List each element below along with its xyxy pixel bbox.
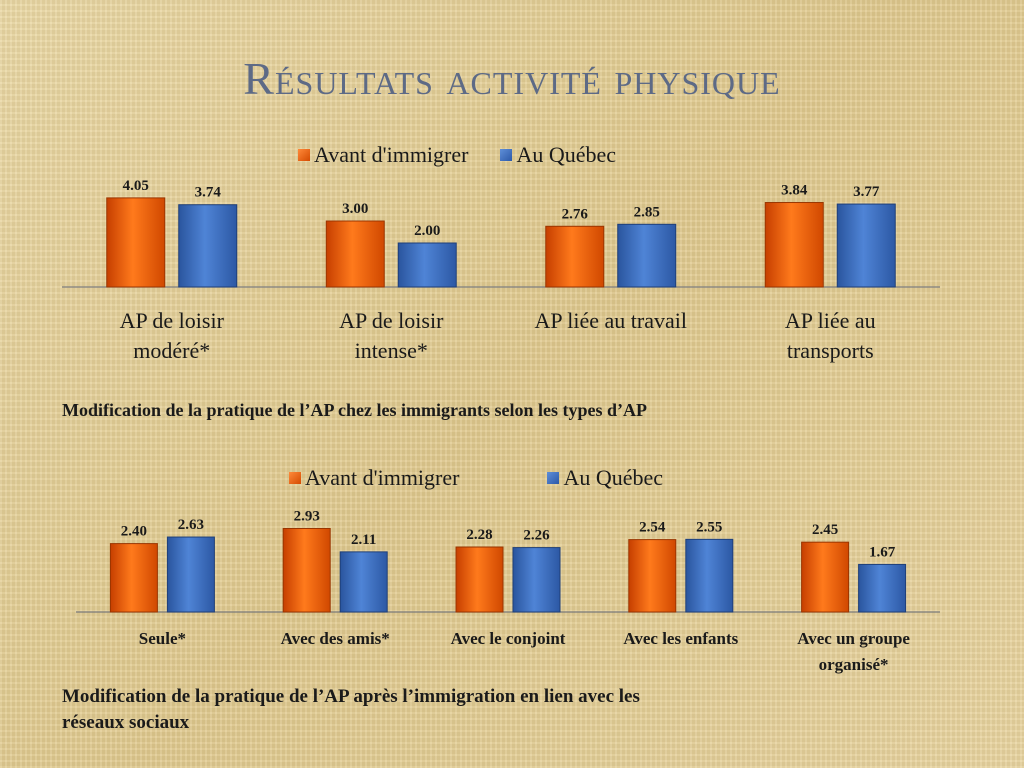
- c2-value-label-avant-0: 2.40: [121, 524, 147, 540]
- c1-value-label-avant-1: 3.00: [342, 201, 368, 217]
- legend2-label-quebec: Au Québec: [563, 465, 664, 490]
- legend-item-avant: Avant d'immigrer: [298, 142, 468, 168]
- legend-item-quebec: Au Québec: [500, 142, 616, 168]
- c1-value-label-quebec-2: 2.85: [634, 204, 660, 220]
- legend-label-avant: Avant d'immigrer: [314, 142, 469, 167]
- c2-bar-avant-3: [628, 539, 677, 613]
- c2-bar-avant-0: [109, 543, 158, 613]
- c1-bar-quebec-2: [617, 223, 677, 288]
- c2-bar-quebec-0: [166, 536, 215, 613]
- c1-category-label-1-0: AP de loisir: [339, 308, 444, 333]
- legend2-swatch-blue: [547, 472, 560, 484]
- c1-category-label-3-0: AP liée au: [785, 308, 876, 333]
- legend-swatch-orange: [298, 149, 310, 161]
- c2-value-label-avant-3: 2.54: [639, 520, 666, 536]
- chart2-caption-line2: réseaux sociaux: [62, 712, 190, 733]
- legend2-label-avant: Avant d'immigrer: [305, 465, 460, 490]
- c1-bar-quebec-0: [178, 204, 238, 288]
- slide-title: Résultats activité physique: [243, 53, 781, 104]
- c2-value-label-quebec-1: 2.11: [351, 532, 376, 548]
- c2-bar-avant-1: [282, 527, 331, 613]
- c1-value-label-quebec-1: 2.00: [414, 223, 440, 239]
- chart2-legend: Avant d'immigrer Au Québec: [289, 465, 663, 491]
- chart2-caption-line1: Modification de la pratique de l’AP aprè…: [62, 686, 640, 707]
- legend2-item-quebec: Au Québec: [547, 465, 663, 491]
- c1-category-label-3-1: transports: [787, 338, 874, 363]
- legend2-item-avant: Avant d'immigrer: [289, 465, 459, 491]
- c2-bar-quebec-4: [858, 563, 907, 613]
- c2-category-label-1-0: Avec des amis*: [281, 629, 390, 648]
- legend-label-quebec: Au Québec: [516, 142, 617, 167]
- c1-bar-quebec-3: [836, 203, 896, 288]
- chart1-caption: Modification de la pratique de l’AP chez…: [62, 400, 647, 420]
- c2-bar-avant-4: [801, 541, 850, 613]
- chart2-caption: Modification de la pratique de l’AP aprè…: [62, 684, 640, 736]
- c2-value-label-avant-1: 2.93: [294, 508, 320, 524]
- c1-value-label-avant-2: 2.76: [562, 206, 589, 222]
- c2-bar-avant-2: [455, 546, 504, 613]
- c2-value-label-quebec-2: 2.26: [523, 528, 550, 544]
- c1-bar-quebec-1: [397, 242, 457, 288]
- c2-category-label-4-0: Avec un groupe: [797, 629, 910, 648]
- c1-bar-avant-3: [764, 202, 824, 288]
- c2-bar-quebec-1: [339, 551, 388, 613]
- c1-value-label-avant-3: 3.84: [781, 183, 808, 199]
- c2-value-label-quebec-3: 2.55: [696, 519, 722, 535]
- c1-category-label-1-1: intense*: [355, 338, 428, 363]
- c2-value-label-quebec-0: 2.63: [178, 517, 204, 533]
- c1-category-label-0-0: AP de loisir: [120, 308, 225, 333]
- c2-bar-quebec-2: [512, 547, 561, 613]
- c1-bar-avant-1: [325, 220, 385, 288]
- c1-value-label-quebec-3: 3.77: [853, 184, 880, 200]
- c2-value-label-quebec-4: 1.67: [869, 544, 896, 560]
- c2-value-label-avant-4: 2.45: [812, 522, 838, 538]
- c1-value-label-avant-0: 4.05: [123, 178, 149, 194]
- c2-bar-quebec-3: [685, 538, 734, 613]
- c1-bar-avant-2: [545, 225, 605, 288]
- legend2-swatch-orange: [289, 472, 301, 484]
- c1-value-label-quebec-0: 3.74: [195, 185, 222, 201]
- chart1-plot: 4.05 3.74 AP de loisir modéré* 3.00 2.00 AP de…: [62, 178, 940, 363]
- legend-swatch-blue: [500, 149, 513, 161]
- c2-category-label-0-0: Seule*: [139, 629, 186, 648]
- c2-category-label-4-1: organisé*: [819, 655, 889, 674]
- c1-bar-avant-0: [106, 197, 166, 288]
- c2-value-label-avant-2: 2.28: [466, 527, 492, 543]
- c1-category-label-2-0: AP liée au travail: [534, 308, 687, 333]
- c2-category-label-2-0: Avec le conjoint: [451, 629, 566, 648]
- chart1-legend: Avant d'immigrer Au Québec: [298, 142, 616, 168]
- c2-category-label-3-0: Avec les enfants: [623, 629, 738, 648]
- c1-category-label-0-1: modéré*: [133, 338, 210, 363]
- chart2-plot: 2.40 2.63 Seule* 2.93 2.11 Avec des amis* 2.28…: [76, 508, 940, 674]
